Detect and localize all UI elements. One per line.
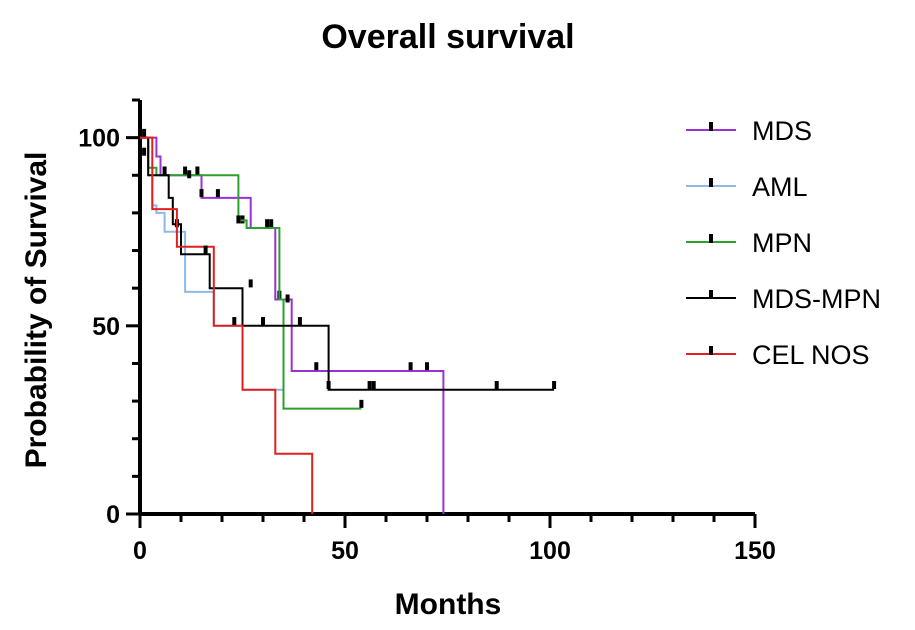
series-cel-nos [140,136,314,514]
y-tick-label: 50 [92,313,120,341]
legend-label-mds: MDS [752,116,812,146]
x-tick-label: 150 [734,537,776,565]
legend-label-aml: AML [752,172,808,202]
series-mpn [140,136,364,410]
x-axis-label: Months [395,588,502,621]
legend-label-cel-nos: CEL NOS [752,340,870,370]
legend-item-mds: MDS [686,116,812,146]
y-tick-label: 0 [106,501,120,529]
series-line-mpn [140,136,362,410]
legend-label-mds-mpn: MDS-MPN [752,284,881,314]
chart-title: Overall survival [321,18,574,56]
legend-item-cel-nos: CEL NOS [686,340,870,370]
series-mds-mpn [140,128,557,391]
y-tick-label: 100 [78,125,120,153]
legend: MDS AML MPN MDS-MPN CEL NOS [686,116,881,370]
x-tick-label: 0 [133,537,147,565]
legend-item-mds-mpn: MDS-MPN [686,284,881,314]
x-tick-label: 50 [331,537,359,565]
legend-label-mpn: MPN [752,228,812,258]
series-line-mds [140,136,445,514]
plot-area: 0 50 100 150 0 50 100 [78,98,776,565]
series-line-cel-nos [140,136,314,514]
y-axis-label: Probability of Survival [20,152,53,469]
legend-item-aml: AML [686,172,808,202]
x-tick-label: 100 [529,537,571,565]
series-line-mds-mpn [140,136,555,391]
legend-item-mpn: MPN [686,228,812,258]
